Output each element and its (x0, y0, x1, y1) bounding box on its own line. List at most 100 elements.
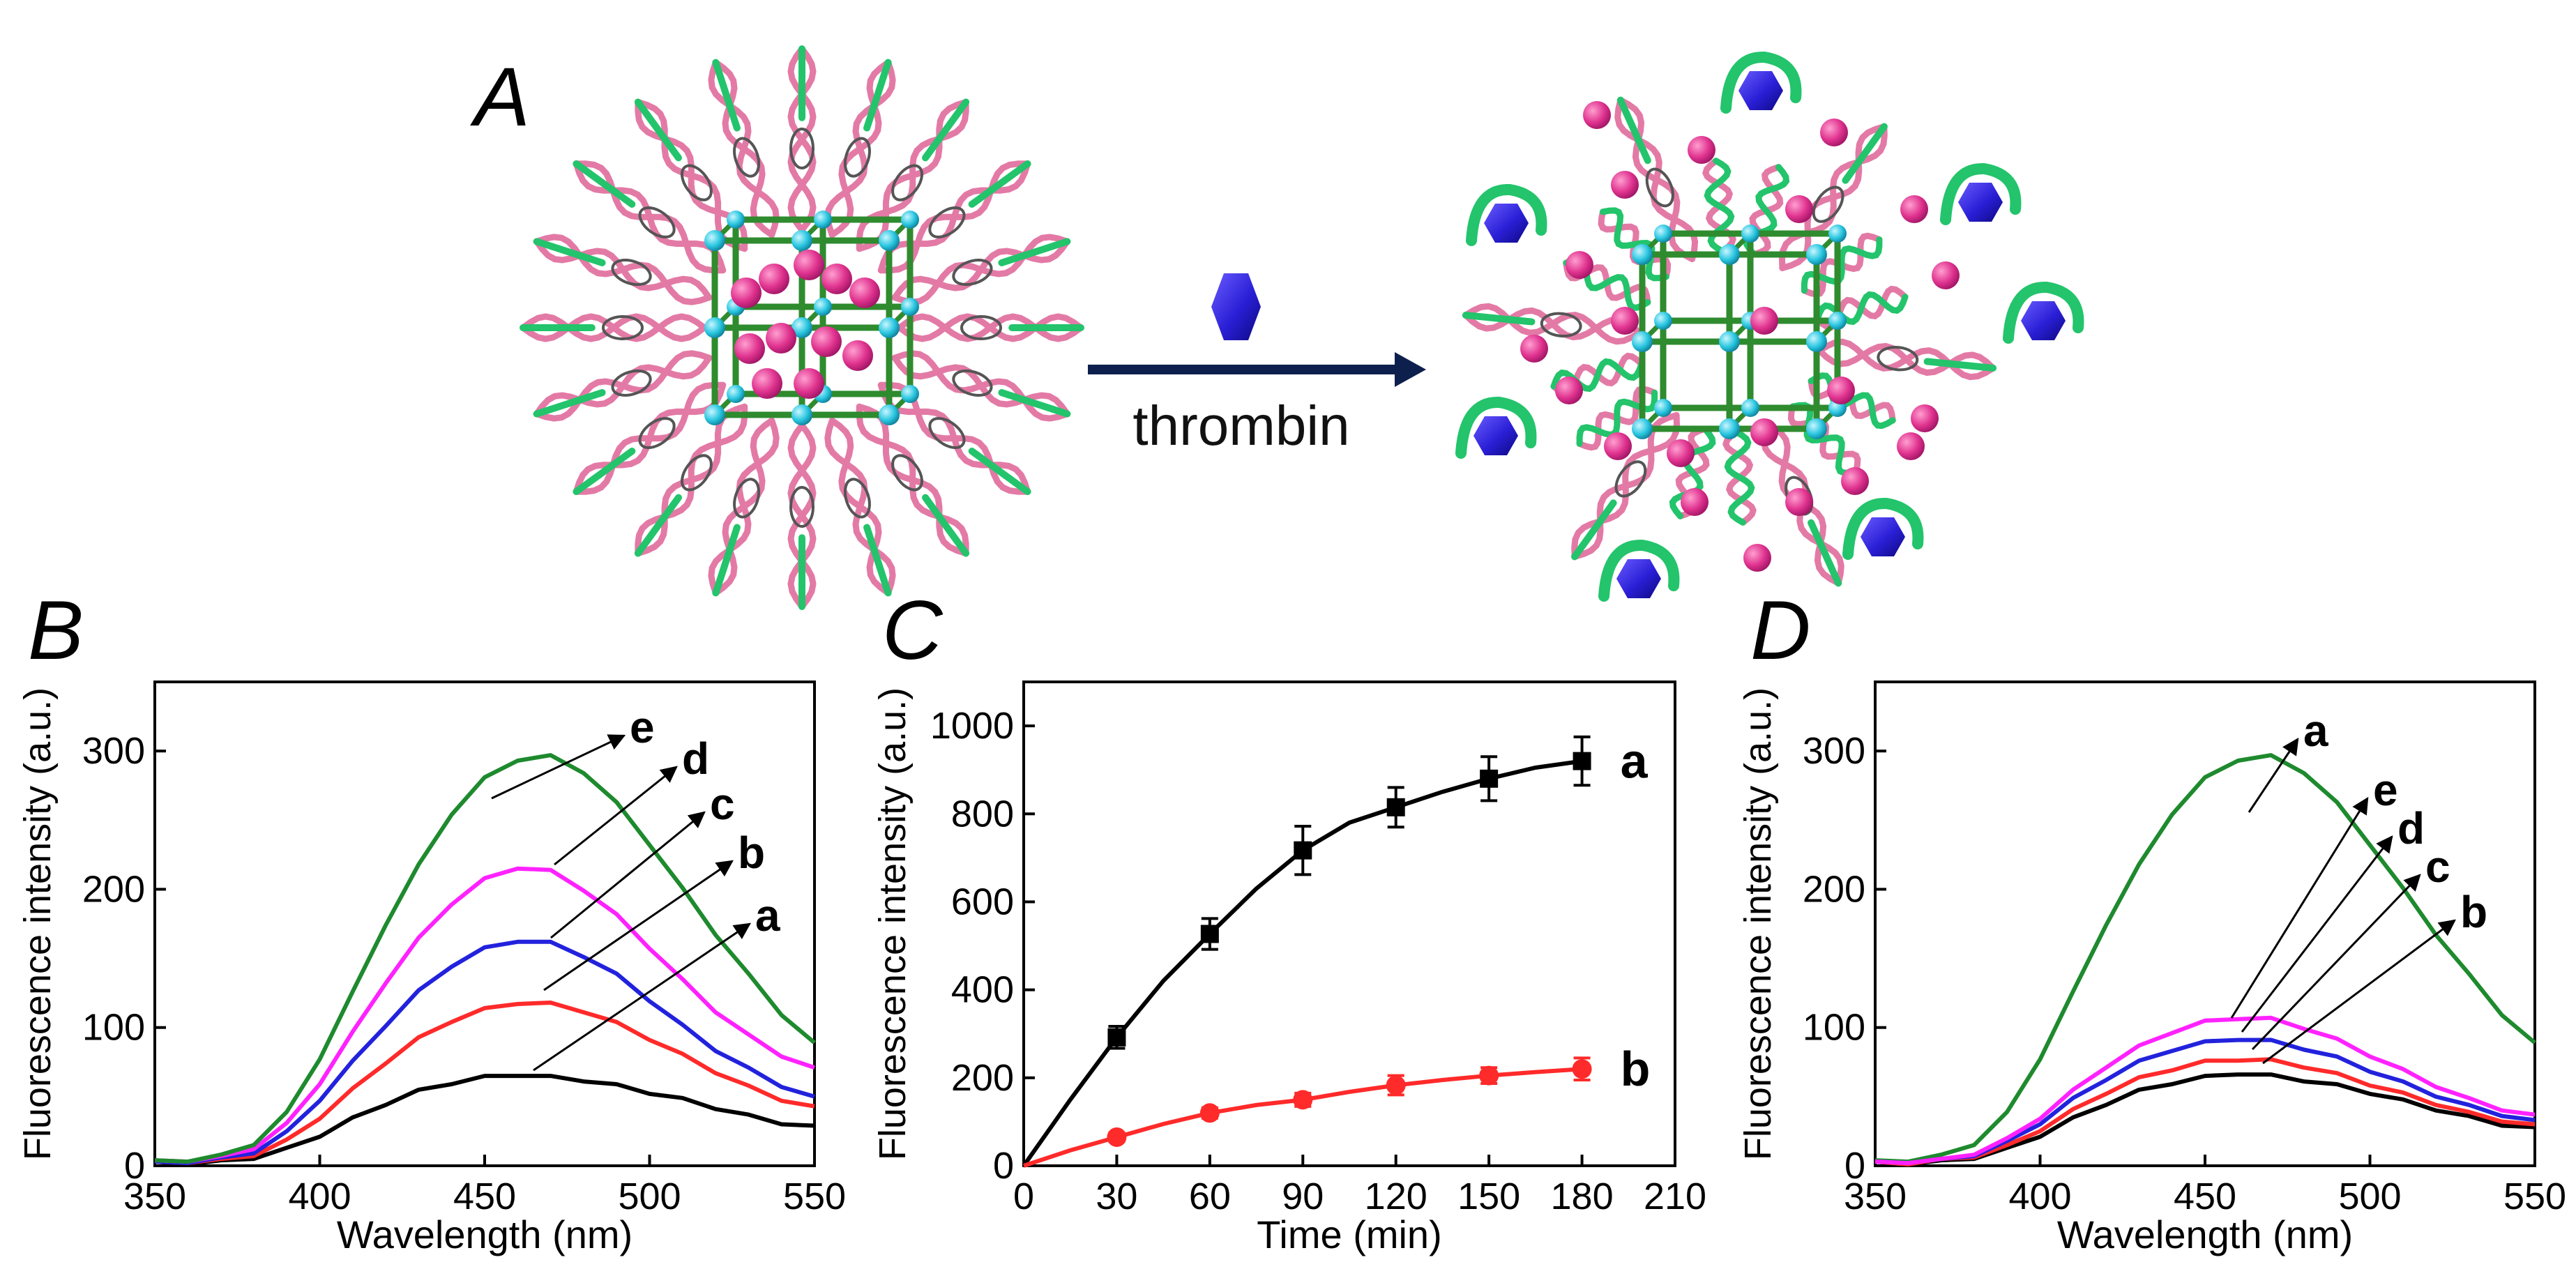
panel-letter-c: C (882, 584, 944, 677)
dna-strand-tail (863, 524, 892, 597)
dna-strand (1724, 429, 1755, 526)
annotation-label-e: e (2373, 765, 2398, 815)
dye-molecule (1900, 195, 1928, 223)
cage-node (791, 230, 812, 251)
plot-frame (1874, 680, 2536, 1167)
cage-node (1741, 225, 1759, 243)
thrombin-molecule (1861, 517, 1905, 556)
dye-molecule (849, 277, 880, 308)
panel-b-chart: B 350 400 450 500 550 0 100 200 300 Wavelength (n… (17, 584, 846, 1256)
cage-frame-before (704, 211, 919, 425)
dna-strand (787, 422, 817, 610)
dna-strand (573, 160, 727, 274)
dye-molecules-inside (731, 250, 880, 399)
cage-node (1719, 418, 1740, 439)
cage-node (1654, 312, 1672, 330)
cage-node (814, 298, 832, 316)
annotation-label-c: c (710, 779, 735, 829)
thrombin-arrow: thrombin (1088, 273, 1426, 457)
dye-molecule (1750, 418, 1778, 446)
dye-molecule (1932, 261, 1960, 289)
dna-strand (1462, 303, 1643, 345)
data-point-b (1199, 1103, 1220, 1123)
annotation-label-a: a (2303, 706, 2328, 756)
dna-strand-tail (712, 59, 741, 132)
y-tick-label: 0 (1844, 1145, 1865, 1187)
dna-strand-tail (922, 494, 970, 557)
dna-strand (1778, 123, 1888, 271)
x-tick-label: 180 (1551, 1176, 1614, 1217)
cage-node (704, 404, 725, 425)
dna-strand-tail (863, 59, 892, 132)
cage-node (1828, 312, 1847, 330)
dye-molecule (1911, 404, 1939, 432)
dna-helix (602, 315, 644, 340)
dna-strand-tail (634, 494, 682, 557)
aptamer-strand (1466, 184, 1547, 246)
dna-strand (891, 350, 1070, 422)
cage-node (1632, 244, 1653, 265)
dye-molecule (1827, 377, 1855, 404)
y-tick-label: 600 (951, 881, 1014, 922)
dna-strand-tail (1571, 499, 1617, 561)
dna-strand (1808, 372, 1896, 429)
annotation-arrow-a (2248, 738, 2299, 813)
y-tick-label: 300 (1803, 730, 1865, 772)
dye-molecule (731, 277, 762, 308)
data-point-a (1294, 841, 1312, 860)
dye-molecule (794, 368, 824, 399)
dna-helix (638, 206, 676, 238)
data-point-b (1293, 1090, 1313, 1110)
dna-strand-tail (573, 448, 636, 496)
cage-node (1741, 399, 1759, 417)
dna-strand (877, 160, 1031, 274)
dna-strand (896, 313, 1084, 342)
annotation-arrow-d (2241, 835, 2393, 1033)
data-point-a (1573, 752, 1591, 770)
dna-helix (681, 454, 713, 492)
dna-strand (573, 381, 727, 495)
dna-helix (928, 206, 966, 238)
dna-helix (1540, 312, 1582, 337)
dna-strand-tail (922, 98, 970, 162)
cage-node (814, 211, 832, 229)
x-tick-label: 90 (1282, 1176, 1324, 1217)
dna-helix (1877, 346, 1919, 372)
dna-strand-tail (533, 389, 606, 418)
x-tick-label: 0 (1013, 1176, 1034, 1217)
cage-node (1654, 399, 1672, 417)
data-point-b (1107, 1127, 1127, 1147)
x-tick-label: 400 (2008, 1176, 2071, 1217)
x-tick-label: 350 (123, 1176, 186, 1217)
x-tick-label: 30 (1096, 1176, 1137, 1217)
series-line-a (1874, 753, 2536, 1164)
dna-strand (787, 45, 817, 234)
x-tick-label: 550 (2503, 1176, 2566, 1217)
annotation-arrow-b (2262, 919, 2456, 1065)
cage-node (704, 317, 725, 338)
cage-node (727, 385, 745, 403)
dye-molecule (1611, 307, 1639, 335)
cage-node (879, 230, 900, 251)
annotation-label-d: d (2397, 803, 2425, 853)
dye-molecule (1667, 439, 1695, 467)
dna-helix (843, 478, 871, 519)
cage-node (791, 404, 812, 425)
series-line-e (154, 753, 816, 1164)
x-tick-label: 500 (618, 1176, 681, 1217)
dna-helix (952, 369, 993, 397)
cage-node (1719, 244, 1740, 265)
annotation-arrow-e (491, 734, 626, 800)
dna-strand (1600, 207, 1669, 282)
fit-line-b (1023, 1067, 1582, 1168)
annotation-label-a: a (755, 890, 780, 941)
cage-node (901, 211, 919, 229)
aptamer-strand (1842, 498, 1924, 560)
cage-node (901, 298, 919, 316)
panel-letter-b: B (28, 584, 84, 677)
dye-molecule (1604, 432, 1632, 460)
data-point-a (1386, 798, 1405, 816)
x-axis-label: Time (min) (1257, 1212, 1441, 1256)
chart-c: 0 30 60 90 120 150 180 210 0 200 400 600 800 1000 Time… (872, 680, 1706, 1256)
y-tick-label: 800 (951, 793, 1014, 835)
